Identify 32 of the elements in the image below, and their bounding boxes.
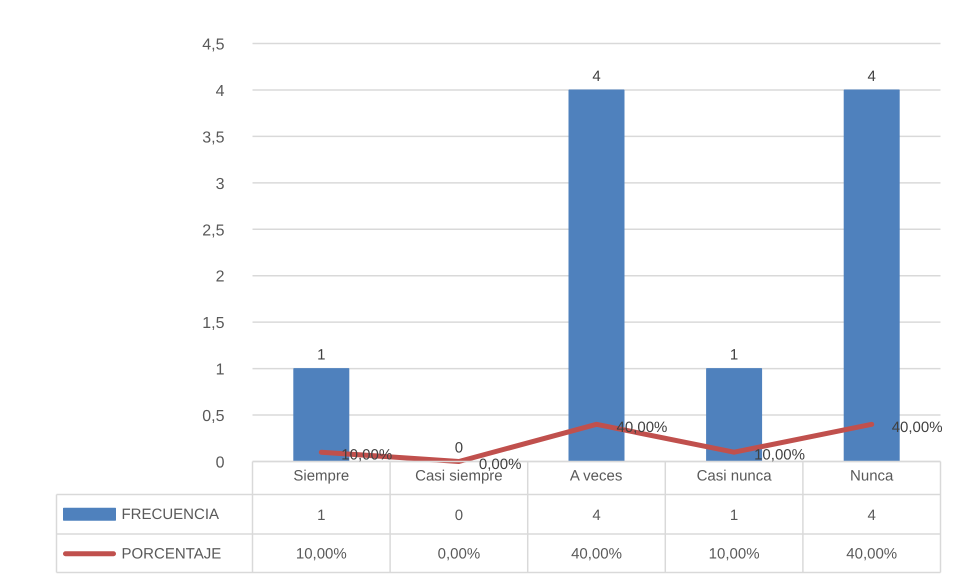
y-tick-label: 4	[216, 82, 225, 100]
x-tick-label: Casi nunca	[696, 468, 772, 484]
y-tick-label: 4,5	[202, 36, 225, 54]
x-tick-label: A veces	[570, 468, 622, 484]
data-label: 0,00%	[438, 545, 480, 562]
x-tick-label: Nunca	[850, 468, 894, 484]
legend-label: FRECUENCIA	[122, 506, 220, 523]
data-label: 10,00%	[296, 545, 347, 562]
data-label: 0	[454, 506, 464, 524]
y-tick-label: 1,5	[202, 315, 225, 332]
y-tick-label: 1	[216, 362, 225, 379]
text: 4	[592, 68, 601, 85]
data-label: 1	[730, 506, 738, 524]
text: 1	[730, 346, 738, 364]
text: 1	[317, 346, 326, 364]
y-tick-label: 2	[216, 268, 225, 286]
y-tick-label: 0,5	[202, 408, 225, 426]
y-tick-label: 2,5	[202, 222, 225, 240]
y-tick-label: 3	[216, 176, 225, 193]
y-tick-label: 0	[216, 454, 225, 472]
text: 0,00%	[478, 456, 522, 473]
data-label: 4	[868, 506, 876, 524]
data-label: 40,00%	[846, 545, 898, 562]
y-tick-label: 3,5	[202, 129, 225, 146]
data-label: 10,00%	[708, 545, 760, 562]
text: 0	[454, 440, 464, 456]
data-label: 40,00%	[571, 545, 622, 562]
legend-label: PORCENTAJE	[122, 545, 222, 562]
data-label: 1	[317, 506, 326, 524]
text: 4	[868, 68, 876, 85]
data-label: 4	[592, 506, 601, 524]
x-tick-label: Siempre	[293, 468, 350, 484]
